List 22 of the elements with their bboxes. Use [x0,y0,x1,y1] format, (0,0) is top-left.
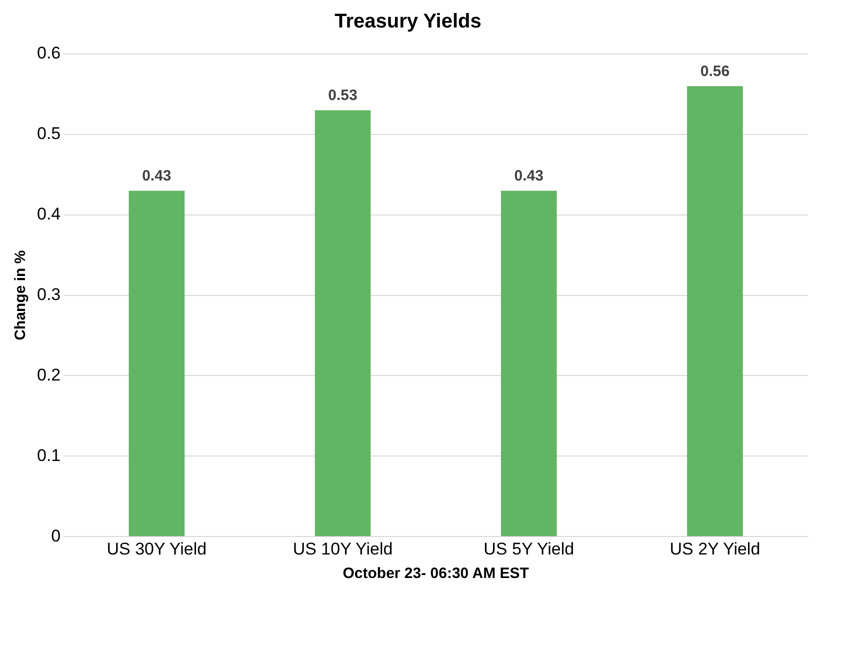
data-label: 0.43 [514,167,544,184]
y-tick-label: 0.5 [36,124,61,144]
bar [314,110,371,536]
y-tick-label: 0.6 [36,44,61,63]
y-tick-label: 0.2 [36,365,61,384]
y-tick-label: 0.1 [36,446,61,465]
x-tick-label: US 30Y Yield [106,539,207,558]
x-axis-title: October 23- 06:30 AM EST [342,565,529,582]
bar [687,86,743,536]
bar [128,190,185,536]
data-label: 0.56 [700,62,730,80]
y-tick-label: 0 [51,526,61,546]
data-label: 0.43 [142,167,172,184]
y-tick-label: 0.4 [36,204,61,224]
chart-title: Treasury Yields [334,10,482,33]
x-tick-label: US 2Y Yield [670,539,760,558]
data-label: 0.53 [328,86,358,104]
y-tick-label: 0.3 [36,284,61,304]
x-tick-label: US 5Y Yield [484,539,574,558]
bar [500,190,557,536]
x-tick-label: US 10Y Yield [292,539,393,558]
y-axis-title: Change in % [12,250,30,340]
